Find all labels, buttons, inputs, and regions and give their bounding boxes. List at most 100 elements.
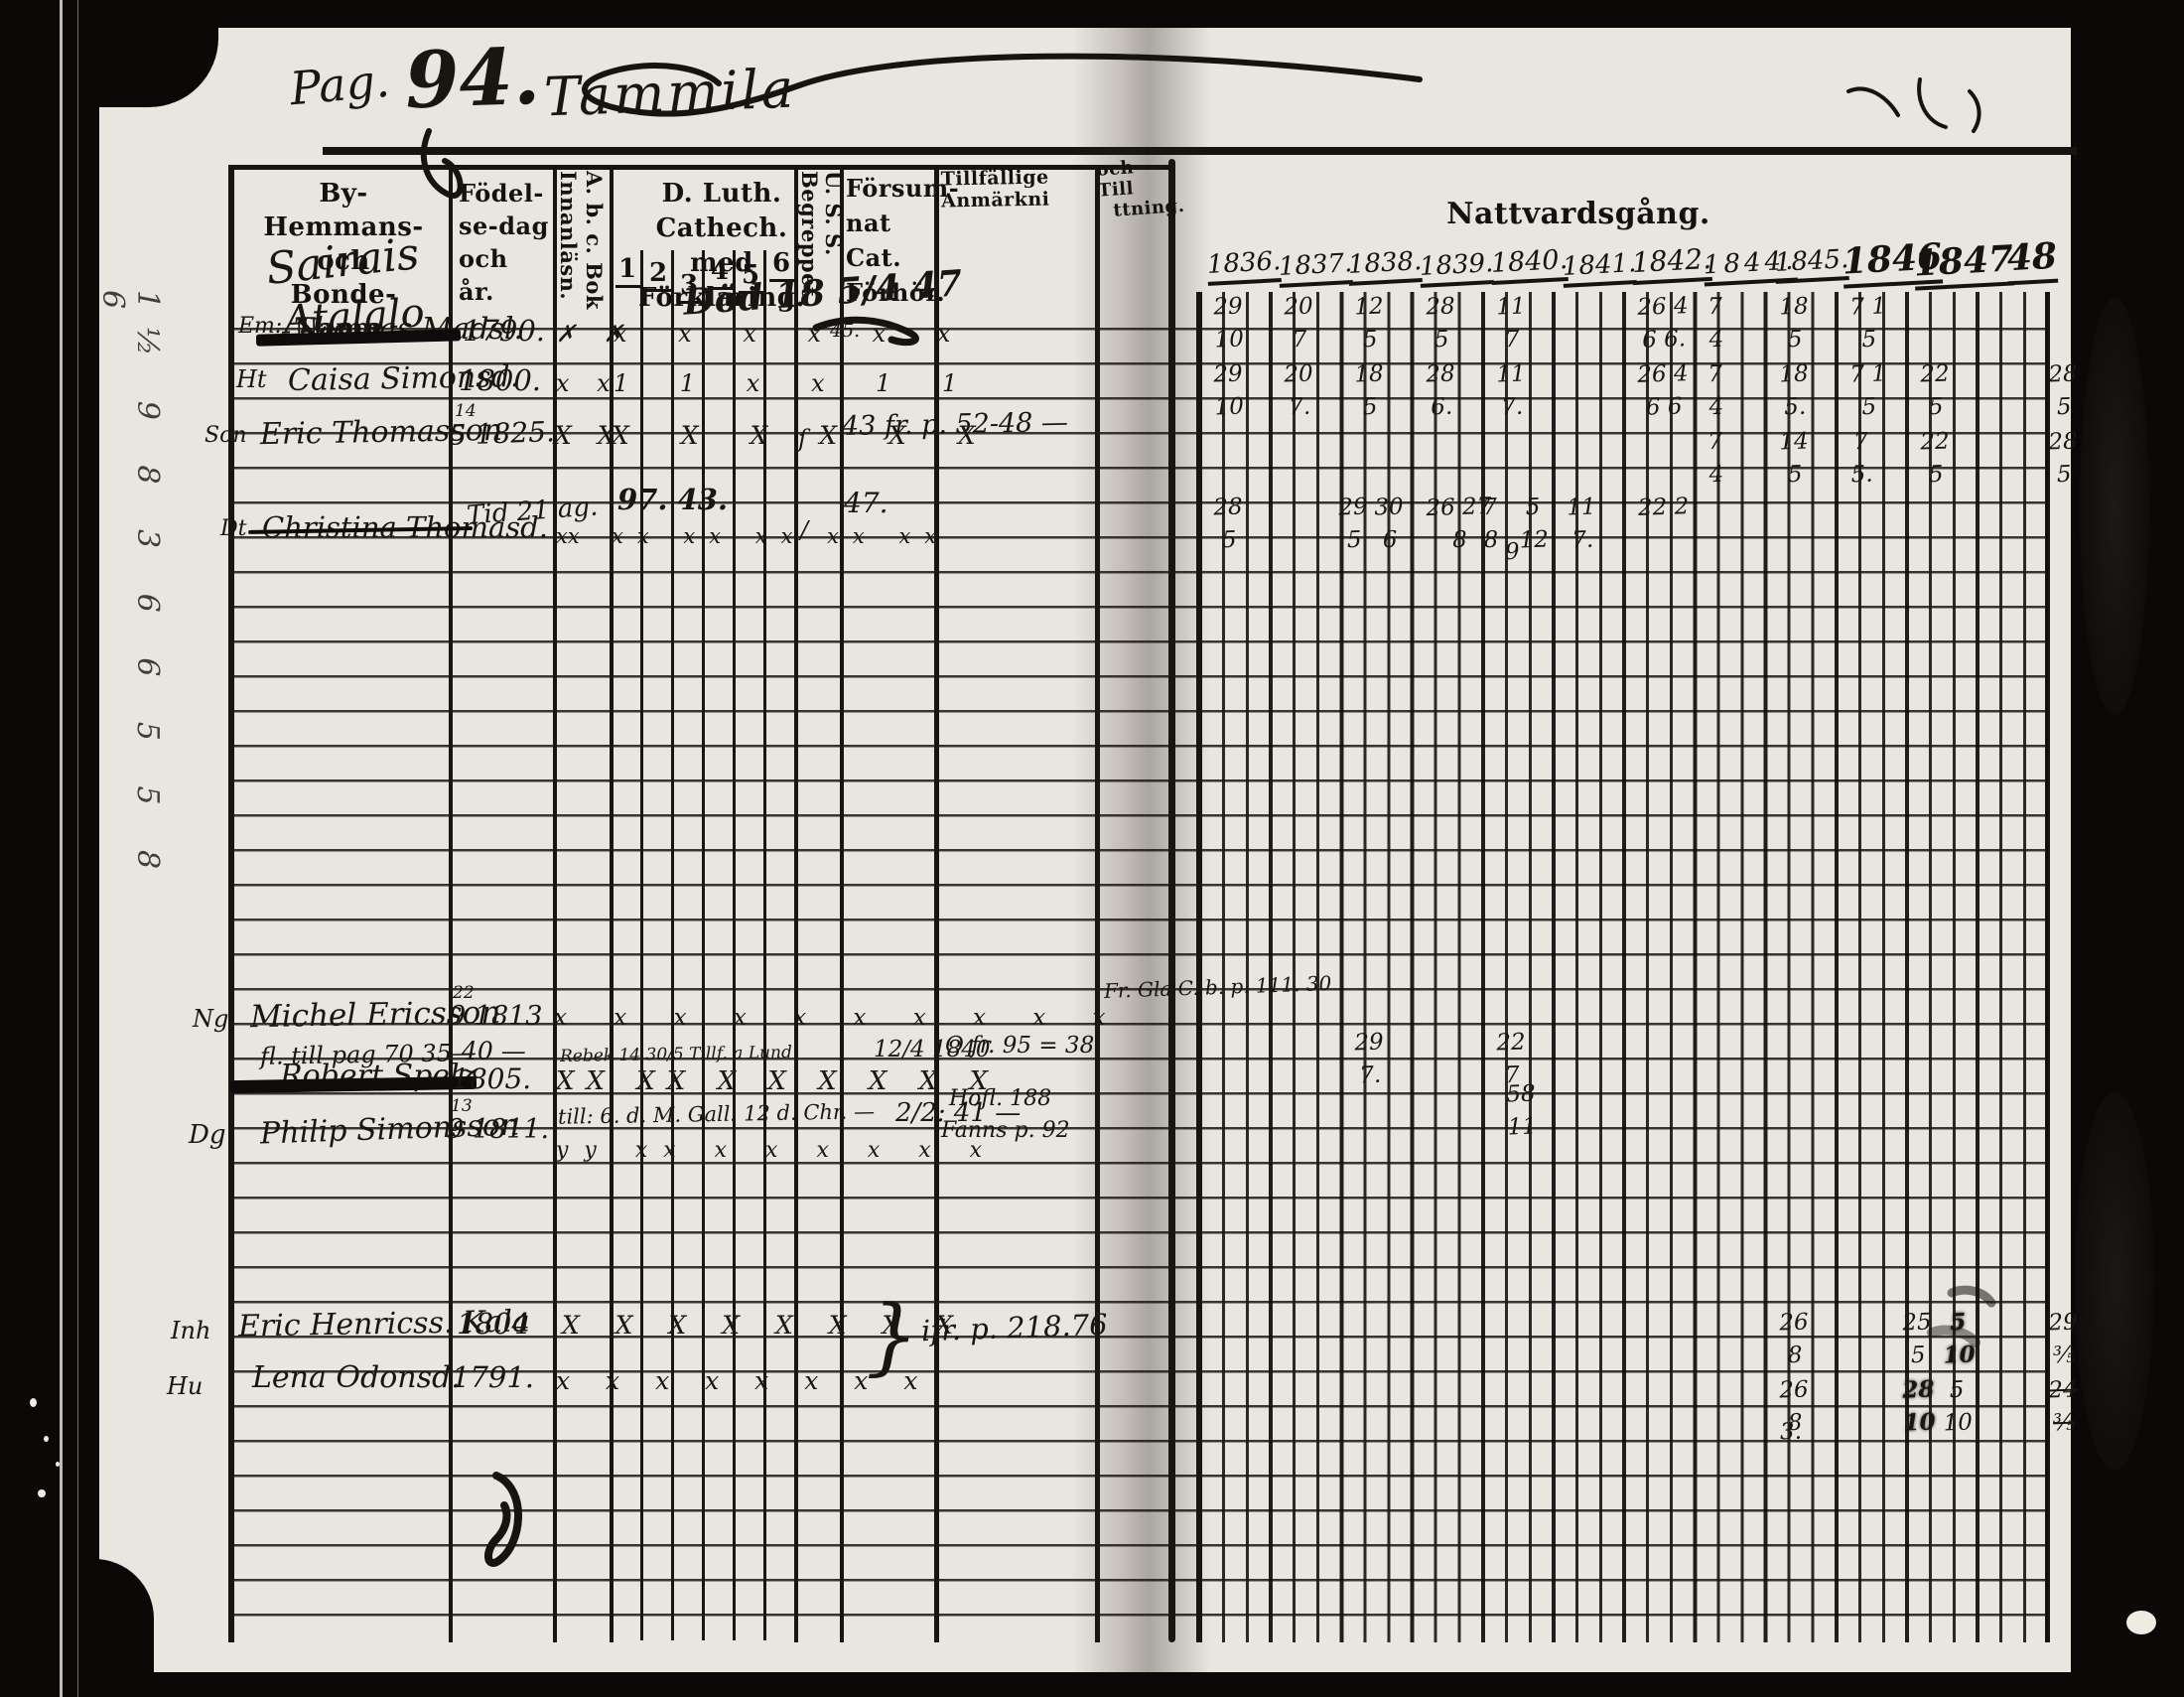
- communion-mark-top: 7: [1852, 428, 1868, 456]
- communion-mark-bot: 5: [1346, 526, 1363, 554]
- communion-mark-top: 28: [1901, 1375, 1935, 1404]
- communion-mark: 22 2: [1638, 493, 1690, 522]
- communion-mark: 28 6.: [1426, 360, 1456, 422]
- col-header-och-till: och Till ttning.: [1096, 154, 1185, 221]
- communion-mark: 28 5: [2048, 428, 2079, 490]
- communion-mark-bot: 5: [1910, 1342, 1926, 1369]
- dust-speck: [38, 1489, 46, 1497]
- communion-mark-top: 28: [2047, 360, 2079, 388]
- row-b2-birth: 1791.: [452, 1360, 535, 1394]
- col-header-uss: U. S. S. Begreppet.: [797, 171, 846, 399]
- col-header-forsummat-line1: Försum-: [846, 174, 960, 203]
- communion-mark: 28 10: [1902, 1375, 1936, 1437]
- row-m3-tillfallige-note-1: Hofl. 188: [949, 1086, 1052, 1111]
- communion-mark: 18 5: [1354, 360, 1385, 422]
- row-a-birth: 1790.: [463, 314, 546, 348]
- row-c-uss-mark: ſ: [798, 425, 807, 453]
- communion-mark-top: 26: [1778, 1376, 1809, 1404]
- row-m3-birth-superscript: 13: [451, 1096, 473, 1116]
- communion-mark: 5 10: [1942, 1308, 1976, 1369]
- communion-mark-top: 18: [1778, 293, 1809, 321]
- row-c-abc-marks: X X: [554, 421, 624, 450]
- communion-mark: 14 5: [1779, 428, 1810, 490]
- communion-mark-top: 29: [1354, 1029, 1385, 1057]
- communion-mark: 5 10: [1942, 1376, 1973, 1438]
- communion-mark-top: 25: [1901, 1309, 1933, 1337]
- col-header-forsummat: Försum- nat Cat. Förhör.: [846, 171, 960, 310]
- communion-mark-top: 18: [1778, 360, 1809, 388]
- year-label-1847: 1847: [1912, 237, 2015, 291]
- col-header-catechism: D. Luth. Cathech. med Förklaring.: [604, 177, 840, 316]
- communion-mark: 3.: [1779, 1418, 1802, 1447]
- brace-mark: }: [866, 1287, 919, 1384]
- row-m3-fraction: 2/2: 41 —: [895, 1098, 1022, 1128]
- communion-mark-bot: 5: [2056, 393, 2072, 421]
- communion-mark-bot: 6 6: [1645, 393, 1684, 421]
- communion-mark-top: 29: [1338, 494, 1369, 521]
- parish-heading-script: Tammila: [542, 57, 798, 129]
- catechism-subcolumn-divider: [763, 250, 766, 1640]
- communion-mark-top: 7: [1707, 293, 1723, 321]
- communion-mark: 12 5: [1354, 293, 1385, 354]
- row-b1-catechism-marks: X X X X X X X X: [562, 1311, 968, 1340]
- row-m1-birth-superscript: 22: [453, 983, 475, 1003]
- col-header-names: By- Hemmans- och Bonde- Namn.: [238, 177, 449, 346]
- communion-mark-bot: 4: [1708, 393, 1725, 421]
- catechism-subcol-2: 2: [646, 258, 671, 292]
- col-header-uss-line1: U. S. S.: [821, 171, 846, 256]
- communion-mark-top: 20: [1284, 293, 1314, 321]
- col-header-catechism-line2: med Förklaring.: [637, 248, 806, 313]
- communion-mark: 29 10: [1213, 360, 1244, 422]
- catechism-subcol-6: 6: [769, 248, 794, 282]
- communion-mark-top: 26: [1778, 1309, 1809, 1337]
- book-edge-texture: [2075, 1092, 2154, 1470]
- communion-mark: 28 5: [2048, 360, 2079, 422]
- communion-mark-top: 26 4: [1637, 360, 1690, 388]
- catechism-subcol-3: 3: [677, 270, 702, 304]
- communion-mark-top: 5: [1525, 494, 1541, 521]
- dust-speck: [2126, 1611, 2156, 1634]
- communion-mark-bot: 5: [1928, 393, 1944, 421]
- communion-mark-bot: 5: [1928, 461, 1944, 489]
- row-b-prefix: Ht: [236, 365, 267, 393]
- communion-mark-bot: 5: [2056, 461, 2072, 489]
- row-m2-birth: 1805.: [452, 1062, 532, 1095]
- communion-mark-top: 3.: [1779, 1418, 1802, 1446]
- row-b-birth: 1800.: [459, 363, 542, 397]
- communion-mark-top: 7: [1481, 494, 1498, 521]
- row-b2-catechism-marks: x x x x x x x x: [556, 1366, 932, 1395]
- dust-speck: [56, 1462, 60, 1467]
- gutter-highlight: [77, 0, 78, 1697]
- communion-mark-top: 9: [1504, 538, 1520, 566]
- communion-mark-top: 29: [1212, 360, 1244, 388]
- communion-mark: 18 5: [1779, 293, 1810, 354]
- communion-mark-bot: 10: [1943, 1409, 1974, 1437]
- page-label: Pag.: [287, 53, 392, 116]
- catechism-subcolumn-divider: [671, 250, 674, 1640]
- book-edge-texture: [2080, 298, 2149, 715]
- gutter-highlight: [60, 0, 63, 1697]
- catechism-subcolumn-divider: [702, 250, 705, 1640]
- communion-mark-bot: 5.: [1849, 461, 1873, 489]
- row-b1-note: ifr. p. 218.76: [920, 1307, 1109, 1348]
- communion-mark-bot: ⅗: [2052, 1409, 2076, 1437]
- communion-mark-top: 11: [1566, 494, 1597, 521]
- row-m1-prefix: Ng: [193, 1005, 229, 1033]
- year-label-1839: 1839.: [1419, 248, 1495, 288]
- communion-mark-bot: 8: [1787, 1342, 1803, 1369]
- communion-mark-bot: 5: [1362, 393, 1379, 421]
- communion-mark-top: 11: [1495, 293, 1526, 321]
- year-label-1845: 1845.: [1774, 244, 1850, 284]
- communion-mark-top: 7: [1707, 428, 1723, 456]
- catechism-subcol-4: 4: [708, 256, 733, 290]
- communion-mark: 26 4 6 6: [1637, 359, 1690, 422]
- col-header-nattvardsgang: Nattvardsgång.: [1446, 197, 1710, 231]
- communion-mark-bot: 11: [1506, 1113, 1538, 1141]
- communion-mark-bot: 6.: [1430, 393, 1453, 421]
- row-b2-name: Lena Odonsd.: [252, 1360, 461, 1395]
- communion-mark-bot: 7.: [1500, 393, 1524, 421]
- row-m1-birth: 9 1813: [449, 1001, 543, 1032]
